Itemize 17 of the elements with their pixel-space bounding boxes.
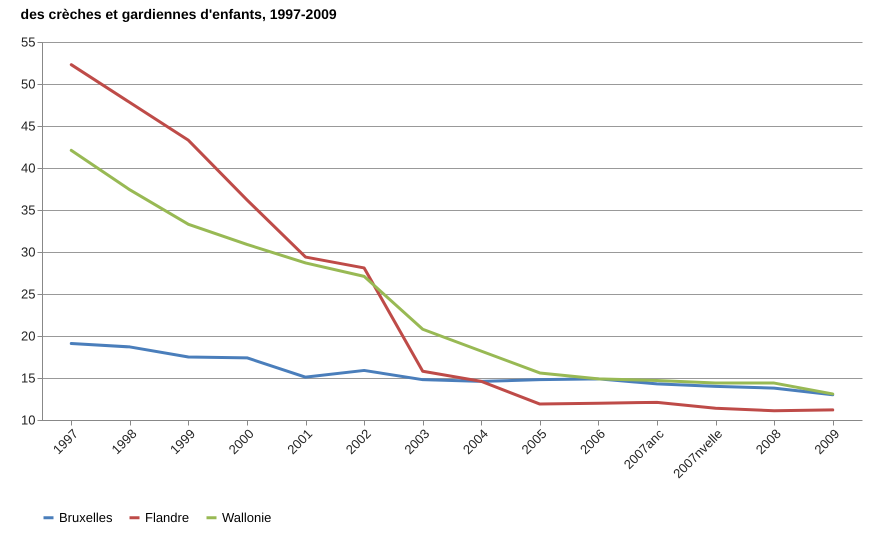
line-series (70, 63, 834, 412)
y-tick-label: 35 (21, 202, 36, 218)
legend-label: Wallonie (222, 510, 272, 525)
legend-label: Flandre (145, 510, 190, 525)
y-tick-label: 20 (21, 328, 36, 344)
y-tick-label: 10 (21, 412, 36, 428)
y-tick-label: 55 (21, 34, 36, 50)
y-tick-label: 40 (21, 160, 36, 176)
legend-label: Bruxelles (59, 510, 113, 525)
line-series (70, 148, 834, 396)
line-series (70, 342, 834, 396)
chart-title: des crèches et gardiennes d'enfants, 1997-2009 (20, 6, 337, 22)
y-tick-label: 30 (21, 244, 36, 260)
y-tick-label: 50 (21, 76, 36, 92)
y-tick-label: 25 (21, 286, 36, 302)
y-tick-label: 45 (21, 118, 36, 134)
y-tick-label: 15 (21, 370, 36, 386)
